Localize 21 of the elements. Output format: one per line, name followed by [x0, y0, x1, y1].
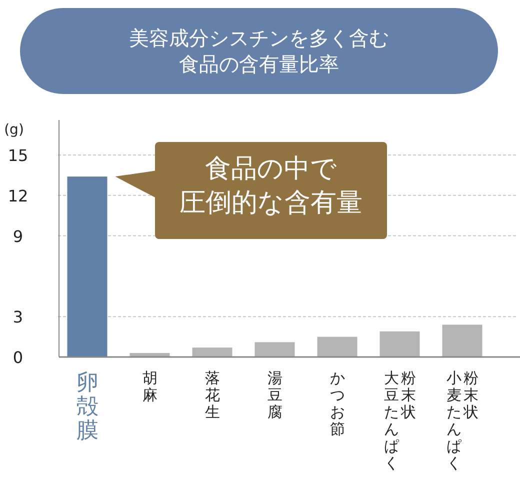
y-tick-label: 15: [8, 146, 28, 165]
y-tick-label: 0: [12, 348, 24, 367]
x-tick-label: 落花生: [204, 369, 220, 422]
x-tick-label: 卵殻膜: [76, 370, 98, 444]
y-tick-label: 12: [8, 186, 28, 206]
bar: [254, 342, 295, 357]
bar: [192, 348, 232, 357]
bar: [67, 176, 108, 357]
x-tick-label: かつお節: [330, 369, 345, 438]
bar: [442, 324, 482, 357]
x-tick-label: 湯豆腐: [267, 369, 282, 422]
category-label: 粉末状大豆たんぱく: [384, 369, 416, 472]
x-tick-label: 胡麻: [142, 369, 158, 404]
bar: [317, 336, 358, 357]
y-axis-title: (g): [4, 122, 24, 138]
category-label: 粉末状小麦たんぱく: [446, 369, 478, 472]
annotation: 食品の中で圧倒的な含有量: [180, 154, 362, 218]
chart-title: 美容成分シスチンを多く含む食品の含有量比率: [129, 26, 389, 76]
bar: [380, 331, 420, 357]
y-tick-label: 9: [12, 226, 24, 246]
y-tick-label: 3: [12, 308, 24, 327]
